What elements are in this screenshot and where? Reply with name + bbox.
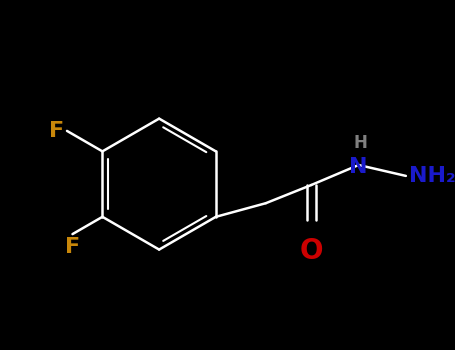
Text: F: F: [65, 237, 80, 257]
Text: N: N: [349, 157, 368, 177]
Text: H: H: [354, 134, 367, 152]
Text: F: F: [49, 121, 64, 141]
Text: NH₂: NH₂: [409, 166, 455, 186]
Text: O: O: [299, 237, 323, 265]
